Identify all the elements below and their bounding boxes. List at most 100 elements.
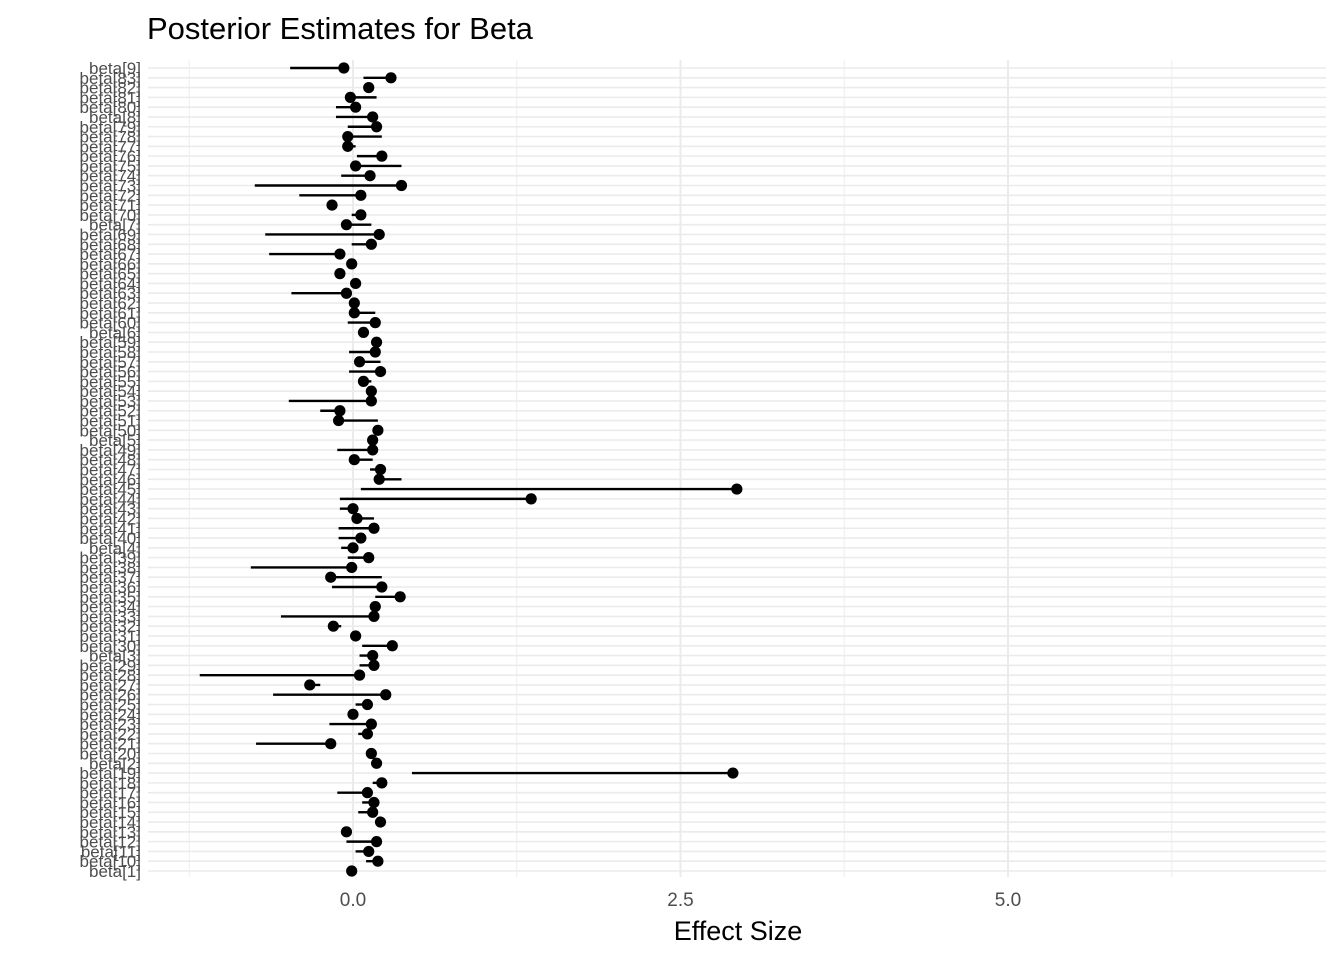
y-tick-label: beta[28] xyxy=(80,666,141,685)
y-tick-label: beta[30] xyxy=(80,637,141,656)
point-beta36 xyxy=(376,581,388,593)
y-tick-label: beta[15] xyxy=(80,803,141,822)
point-beta21 xyxy=(325,738,337,750)
y-tick-label: beta[83] xyxy=(80,69,141,88)
point-beta65 xyxy=(334,268,346,280)
y-tick-label: beta[12] xyxy=(80,833,141,852)
point-beta19 xyxy=(727,767,739,779)
y-tick-label: beta[19] xyxy=(80,764,141,783)
point-beta62 xyxy=(348,297,360,309)
point-beta22 xyxy=(361,728,374,740)
point-beta14 xyxy=(374,816,387,828)
point-beta1 xyxy=(346,865,358,877)
point-beta42 xyxy=(351,512,363,525)
posterior-points xyxy=(304,62,743,877)
point-beta63 xyxy=(340,287,353,299)
point-beta51 xyxy=(332,414,345,427)
point-beta2 xyxy=(370,757,383,769)
y-tick-label: beta[56] xyxy=(80,363,141,382)
y-axis-tick-labels: beta[1]beta[10]beta[11]beta[12]beta[13]b… xyxy=(80,59,141,881)
y-tick-label: beta[45] xyxy=(80,480,141,499)
y-tick-label: beta[66] xyxy=(80,255,141,274)
point-beta77 xyxy=(342,140,354,152)
y-tick-label: beta[69] xyxy=(80,225,141,244)
point-beta26 xyxy=(380,689,392,701)
point-beta55 xyxy=(357,375,370,387)
point-beta10 xyxy=(372,855,384,867)
point-beta11 xyxy=(363,845,375,858)
y-tick-label: beta[6] xyxy=(89,323,141,342)
y-tick-label: beta[9] xyxy=(89,59,141,78)
y-tick-label: beta[59] xyxy=(80,333,141,352)
y-tick-label: beta[60] xyxy=(80,314,141,333)
y-tick-label: beta[38] xyxy=(80,558,141,577)
point-beta50 xyxy=(372,424,384,436)
point-beta37 xyxy=(325,571,337,583)
point-beta20 xyxy=(365,747,377,760)
y-tick-label: beta[43] xyxy=(80,500,141,519)
y-tick-label: beta[64] xyxy=(80,274,141,293)
y-tick-label: beta[77] xyxy=(80,137,141,156)
point-beta79 xyxy=(370,121,383,133)
point-beta49 xyxy=(367,444,379,456)
point-beta28 xyxy=(353,669,366,681)
y-tick-label: beta[8] xyxy=(89,108,141,127)
x-tick-label: 2.5 xyxy=(667,890,693,911)
y-tick-label: beta[42] xyxy=(80,509,141,528)
y-tick-label: beta[81] xyxy=(80,88,141,107)
y-tick-label: beta[39] xyxy=(80,549,141,568)
point-beta74 xyxy=(364,170,376,182)
y-tick-label: beta[53] xyxy=(80,392,141,411)
point-beta6 xyxy=(357,326,370,339)
y-tick-label: beta[13] xyxy=(80,823,141,842)
point-beta75 xyxy=(350,160,362,172)
y-tick-label: beta[10] xyxy=(80,852,141,871)
y-tick-label: beta[46] xyxy=(80,470,141,489)
y-tick-label: beta[18] xyxy=(80,774,141,793)
y-tick-label: beta[37] xyxy=(80,568,141,587)
point-beta53 xyxy=(365,395,377,407)
y-tick-label: beta[72] xyxy=(80,186,141,205)
point-beta33 xyxy=(368,610,380,622)
point-beta41 xyxy=(368,522,380,534)
point-beta27 xyxy=(304,679,316,691)
y-tick-label: beta[14] xyxy=(80,813,141,832)
y-tick-label: beta[80] xyxy=(80,98,141,117)
y-tick-label: beta[65] xyxy=(80,265,141,284)
y-tick-label: beta[23] xyxy=(80,715,141,734)
y-tick-label: beta[57] xyxy=(80,353,141,372)
y-tick-label: beta[24] xyxy=(80,705,141,724)
point-beta81 xyxy=(344,91,356,103)
point-beta67 xyxy=(334,248,346,260)
point-beta30 xyxy=(386,640,398,652)
point-beta13 xyxy=(340,826,353,838)
y-tick-label: beta[16] xyxy=(80,793,141,812)
y-tick-label: beta[62] xyxy=(80,294,141,313)
point-beta12 xyxy=(370,836,383,848)
point-beta35 xyxy=(394,591,406,603)
y-tick-label: beta[48] xyxy=(80,451,141,470)
y-tick-label: beta[55] xyxy=(80,372,141,391)
y-tick-label: beta[26] xyxy=(80,686,141,705)
point-beta32 xyxy=(327,620,339,632)
grid-major-y xyxy=(148,67,1326,872)
point-beta48 xyxy=(348,454,360,466)
point-beta70 xyxy=(355,209,367,221)
point-beta69 xyxy=(373,228,385,241)
y-tick-label: beta[20] xyxy=(80,744,141,763)
y-tick-label: beta[33] xyxy=(80,607,141,626)
point-beta66 xyxy=(346,258,358,270)
y-tick-label: beta[7] xyxy=(89,216,141,235)
y-tick-label: beta[25] xyxy=(80,696,141,715)
point-beta9 xyxy=(338,62,350,74)
point-beta71 xyxy=(326,199,338,211)
point-beta18 xyxy=(376,777,388,789)
point-beta47 xyxy=(374,463,387,476)
y-tick-label: beta[21] xyxy=(80,735,141,754)
point-beta80 xyxy=(350,101,362,113)
y-tick-label: beta[5] xyxy=(89,431,141,450)
grid-major-x xyxy=(352,60,1009,877)
point-beta44 xyxy=(525,493,537,505)
point-beta5 xyxy=(367,434,379,446)
point-beta61 xyxy=(348,307,360,319)
